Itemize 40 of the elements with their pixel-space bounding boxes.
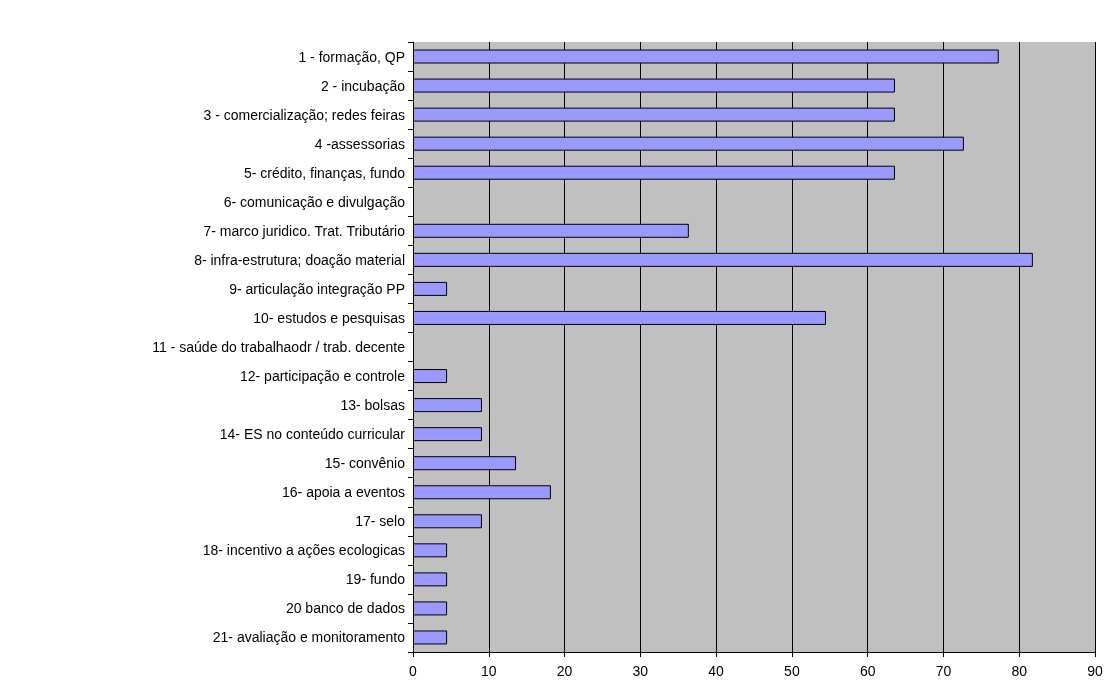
y-tick-label: 20 banco de dados xyxy=(285,600,405,617)
y-tick-label: 16- apoia a eventos xyxy=(282,484,405,501)
y-tick-label: 19- fundo xyxy=(345,571,406,588)
y-tick-label: 4 -assessorias xyxy=(314,135,405,152)
y-tick-label: 9- articulação integração PP xyxy=(229,280,405,297)
y-tick-label: 12- participação e controle xyxy=(240,368,406,385)
y-tick-label: 21- avaliação e monitoramento xyxy=(212,629,406,646)
x-tick-label: 90 xyxy=(1087,663,1103,679)
y-tick-label: 10- estudos e pesquisas xyxy=(253,309,405,326)
y-tick-label: 14- ES no conteúdo curricular xyxy=(219,426,406,443)
y-tick-label: 17- selo xyxy=(355,513,406,530)
bar xyxy=(413,369,448,384)
bar xyxy=(413,281,448,296)
y-tick-label: 18- incentivo a ações ecologicas xyxy=(202,542,405,559)
x-tick-label: 10 xyxy=(480,663,497,679)
bar xyxy=(413,398,482,413)
x-tick-label: 20 xyxy=(556,663,573,679)
y-tick-label: 3 - comercialização; redes feiras xyxy=(203,106,405,123)
y-tick-label: 1 - formação, QP xyxy=(298,48,405,65)
y-tick-label: 8- infra-estrutura; doação material xyxy=(194,251,405,268)
bar xyxy=(413,630,448,645)
y-tick-label: 15- convênio xyxy=(324,455,406,472)
y-tick-label: 13- bolsas xyxy=(340,397,405,414)
y-tick-label: 7- marco juridico. Trat. Tributário xyxy=(203,222,406,239)
x-tick-label: 70 xyxy=(935,663,952,679)
bar xyxy=(413,514,482,529)
bar xyxy=(413,572,448,587)
bar xyxy=(413,601,448,616)
bar xyxy=(413,427,482,442)
y-tick-label: 6- comunicação e divulgação xyxy=(223,193,406,210)
x-tick-label: 60 xyxy=(859,663,876,679)
x-tick-label: 50 xyxy=(784,663,800,679)
x-tick-label: 40 xyxy=(708,663,725,679)
x-tick-label: 80 xyxy=(1011,663,1028,679)
y-tick-label: 2 - incubação xyxy=(320,77,406,94)
y-tick-label: 5- crédito, finanças, fundo xyxy=(243,164,406,181)
bar xyxy=(413,543,448,558)
x-tick-label: 30 xyxy=(632,663,649,679)
y-tick-label: 11 - saúde do trabalhaodr / trab. decente xyxy=(152,339,406,355)
x-tick-label: 0 xyxy=(409,663,418,679)
